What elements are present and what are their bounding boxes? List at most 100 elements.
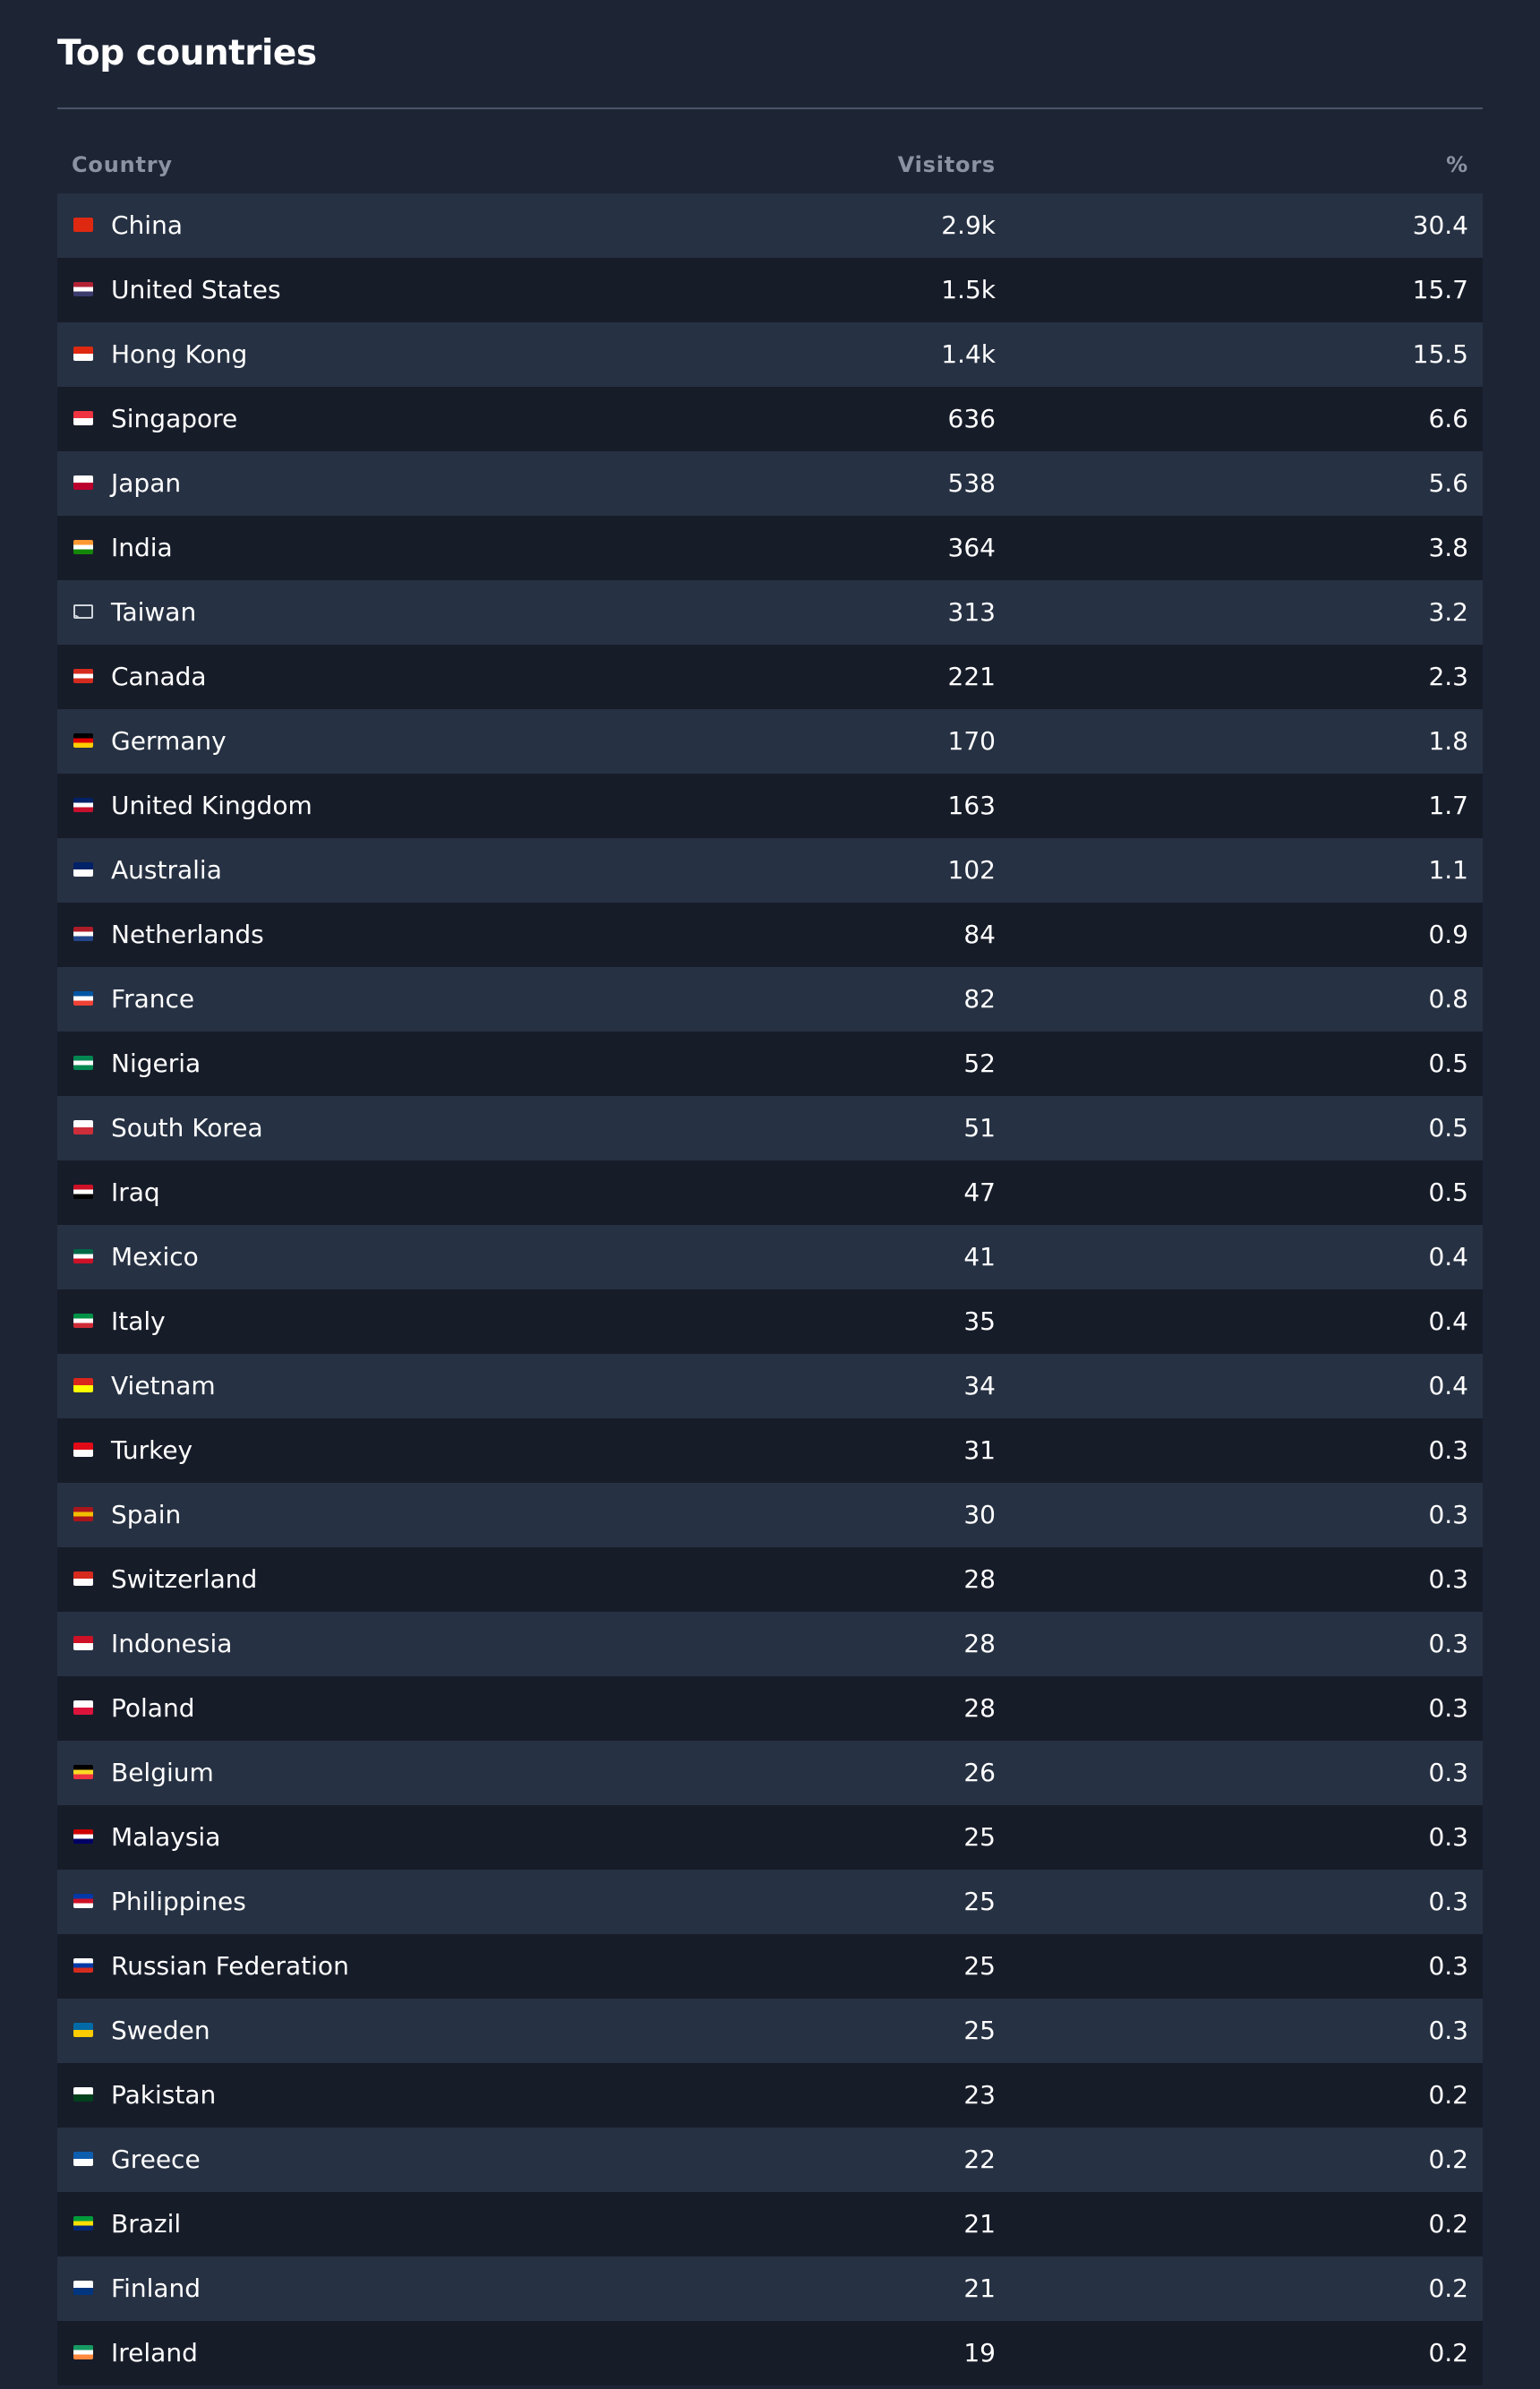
table-row[interactable]: Russian Federation 25 0.3 — [57, 1934, 1483, 1999]
table-row[interactable]: Switzerland 28 0.3 — [57, 1547, 1483, 1612]
panel-title: Top countries — [57, 33, 317, 73]
percent-value: 0.3 — [1428, 1951, 1468, 1981]
flag-icon — [73, 1056, 93, 1070]
country-name: Netherlands — [111, 920, 264, 949]
visitors-value: 25 — [963, 1822, 996, 1852]
table-row[interactable]: Malaysia 25 0.3 — [57, 1805, 1483, 1870]
country-name: India — [111, 533, 173, 562]
table-row[interactable]: Netherlands 84 0.9 — [57, 903, 1483, 967]
table-row[interactable]: India 364 3.8 — [57, 516, 1483, 580]
visitors-value: 19 — [963, 2338, 996, 2368]
flag-icon — [73, 669, 93, 683]
table-row[interactable]: Brazil 21 0.2 — [57, 2192, 1483, 2256]
visitors-value: 163 — [947, 791, 996, 820]
country-name: Nigeria — [111, 1049, 201, 1078]
country-name: Philippines — [111, 1887, 246, 1916]
table-row[interactable]: Pakistan 23 0.2 — [57, 2063, 1483, 2128]
percent-value: 0.3 — [1428, 1564, 1468, 1594]
visitors-value: 84 — [963, 920, 996, 949]
flag-icon — [73, 798, 93, 812]
table-row[interactable]: Turkey 31 0.3 — [57, 1418, 1483, 1483]
table-row[interactable]: Sweden 25 0.3 — [57, 1999, 1483, 2063]
country-name: United States — [111, 275, 281, 304]
table-row[interactable]: China 2.9k 30.4 — [57, 193, 1483, 258]
flag-icon — [73, 1378, 93, 1392]
country-name: Malaysia — [111, 1822, 221, 1852]
visitors-value: 23 — [963, 2080, 996, 2110]
country-name: Australia — [111, 855, 222, 885]
percent-value: 30.4 — [1412, 210, 1468, 240]
table-row[interactable]: France 82 0.8 — [57, 967, 1483, 1032]
table-row[interactable]: Ireland 19 0.2 — [57, 2321, 1483, 2385]
visitors-value: 21 — [963, 2209, 996, 2239]
country-name: South Korea — [111, 1113, 263, 1143]
table-row[interactable]: Philippines 25 0.3 — [57, 1870, 1483, 1934]
country-name: Pakistan — [111, 2080, 217, 2110]
table-row[interactable]: Taiwan 313 3.2 — [57, 580, 1483, 645]
visitors-value: 25 — [963, 2016, 996, 2045]
country-name: China — [111, 210, 183, 240]
table-body: China 2.9k 30.4 United States 1.5k 15.7 Hong K… — [57, 193, 1483, 2385]
table-row[interactable]: Germany 170 1.8 — [57, 709, 1483, 774]
table-row[interactable]: Spain 30 0.3 — [57, 1483, 1483, 1547]
percent-value: 0.5 — [1428, 1177, 1468, 1207]
percent-value: 5.6 — [1428, 468, 1468, 498]
visitors-value: 1.4k — [941, 339, 996, 369]
flag-icon — [73, 604, 93, 619]
table-row[interactable]: Hong Kong 1.4k 15.5 — [57, 322, 1483, 387]
percent-value: 3.2 — [1428, 597, 1468, 627]
flag-icon — [73, 1507, 93, 1521]
table-row[interactable]: Australia 102 1.1 — [57, 838, 1483, 903]
table-row[interactable]: Iraq 47 0.5 — [57, 1160, 1483, 1225]
visitors-value: 28 — [963, 1564, 996, 1594]
table-row[interactable]: Japan 538 5.6 — [57, 451, 1483, 516]
percent-value: 15.7 — [1412, 275, 1468, 304]
table-row[interactable]: Mexico 41 0.4 — [57, 1225, 1483, 1289]
flag-icon — [73, 1636, 93, 1650]
flag-icon — [73, 1314, 93, 1328]
percent-value: 0.3 — [1428, 1822, 1468, 1852]
flag-icon — [73, 1765, 93, 1779]
visitors-value: 170 — [947, 726, 996, 756]
percent-value: 2.3 — [1428, 662, 1468, 691]
visitors-value: 30 — [963, 1500, 996, 1529]
table-row[interactable]: Greece 22 0.2 — [57, 2128, 1483, 2192]
percent-value: 0.3 — [1428, 1500, 1468, 1529]
table-row[interactable]: South Korea 51 0.5 — [57, 1096, 1483, 1160]
percent-value: 15.5 — [1412, 339, 1468, 369]
table-row[interactable]: United States 1.5k 15.7 — [57, 258, 1483, 322]
table-row[interactable]: Indonesia 28 0.3 — [57, 1612, 1483, 1676]
table-row[interactable]: Canada 221 2.3 — [57, 645, 1483, 709]
percent-value: 0.3 — [1428, 1435, 1468, 1465]
table-row[interactable]: Poland 28 0.3 — [57, 1676, 1483, 1741]
table-row[interactable]: United Kingdom 163 1.7 — [57, 774, 1483, 838]
country-name: Brazil — [111, 2209, 182, 2239]
table-row[interactable]: Nigeria 52 0.5 — [57, 1032, 1483, 1096]
flag-icon — [73, 1571, 93, 1586]
visitors-value: 28 — [963, 1693, 996, 1723]
table-row[interactable]: Belgium 26 0.3 — [57, 1741, 1483, 1805]
country-name: Taiwan — [111, 597, 197, 627]
header-visitors[interactable]: Visitors — [897, 152, 996, 177]
flag-icon — [73, 2087, 93, 2102]
table-row[interactable]: Italy 35 0.4 — [57, 1289, 1483, 1354]
visitors-value: 25 — [963, 1887, 996, 1916]
table-row[interactable]: Finland 21 0.2 — [57, 2256, 1483, 2321]
table-row[interactable]: Vietnam 34 0.4 — [57, 1354, 1483, 1418]
percent-value: 0.3 — [1428, 1629, 1468, 1658]
visitors-value: 21 — [963, 2273, 996, 2303]
visitors-value: 364 — [947, 533, 996, 562]
header-percent[interactable]: % — [1446, 152, 1468, 177]
percent-value: 0.4 — [1428, 1242, 1468, 1272]
percent-value: 6.6 — [1428, 404, 1468, 433]
flag-icon — [73, 1185, 93, 1199]
flag-icon — [73, 1829, 93, 1844]
visitors-value: 51 — [963, 1113, 996, 1143]
countries-table: Country Visitors % China 2.9k 30.4 United S… — [57, 143, 1483, 2385]
table-header: Country Visitors % — [57, 143, 1483, 193]
header-country[interactable]: Country — [72, 152, 173, 177]
flag-icon — [73, 1249, 93, 1263]
visitors-value: 41 — [963, 1242, 996, 1272]
table-row[interactable]: Singapore 636 6.6 — [57, 387, 1483, 451]
